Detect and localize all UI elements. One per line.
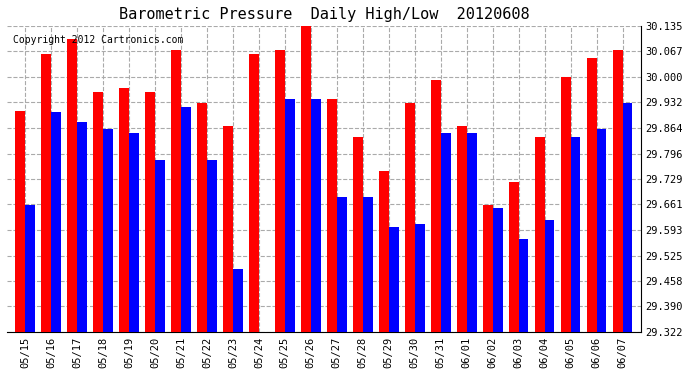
Bar xyxy=(379,171,388,332)
Bar xyxy=(223,126,233,332)
Bar xyxy=(259,332,269,333)
Bar xyxy=(103,129,113,332)
Bar xyxy=(613,50,622,332)
Bar xyxy=(301,26,310,332)
Bar xyxy=(119,88,129,332)
Text: Copyright 2012 Cartronics.com: Copyright 2012 Cartronics.com xyxy=(13,35,184,45)
Bar xyxy=(466,133,477,332)
Bar xyxy=(181,107,191,332)
Bar xyxy=(233,269,243,332)
Bar xyxy=(544,220,555,332)
Bar xyxy=(145,92,155,332)
Bar xyxy=(622,103,632,332)
Bar xyxy=(586,58,597,332)
Bar xyxy=(155,159,165,332)
Bar xyxy=(519,238,529,332)
Bar xyxy=(67,39,77,332)
Bar xyxy=(597,129,607,332)
Bar xyxy=(493,209,502,332)
Bar xyxy=(285,99,295,332)
Bar xyxy=(388,227,399,332)
Bar xyxy=(353,137,363,332)
Bar xyxy=(197,103,207,332)
Bar xyxy=(405,103,415,332)
Bar xyxy=(327,99,337,332)
Bar xyxy=(207,159,217,332)
Bar xyxy=(363,197,373,332)
Bar xyxy=(337,197,346,332)
Bar xyxy=(535,137,544,332)
Title: Barometric Pressure  Daily High/Low  20120608: Barometric Pressure Daily High/Low 20120… xyxy=(119,7,529,22)
Bar xyxy=(129,133,139,332)
Bar xyxy=(51,112,61,332)
Bar xyxy=(249,54,259,332)
Bar xyxy=(483,205,493,332)
Bar xyxy=(93,92,103,332)
Bar xyxy=(77,122,87,332)
Bar xyxy=(457,126,466,332)
Bar xyxy=(561,77,571,332)
Bar xyxy=(415,224,424,332)
Bar xyxy=(431,81,441,332)
Bar xyxy=(571,137,580,332)
Bar xyxy=(441,133,451,332)
Bar xyxy=(41,54,51,332)
Bar xyxy=(25,205,35,332)
Bar xyxy=(15,111,25,332)
Bar xyxy=(509,182,519,332)
Bar xyxy=(171,50,181,332)
Bar xyxy=(310,99,321,332)
Bar xyxy=(275,50,285,332)
